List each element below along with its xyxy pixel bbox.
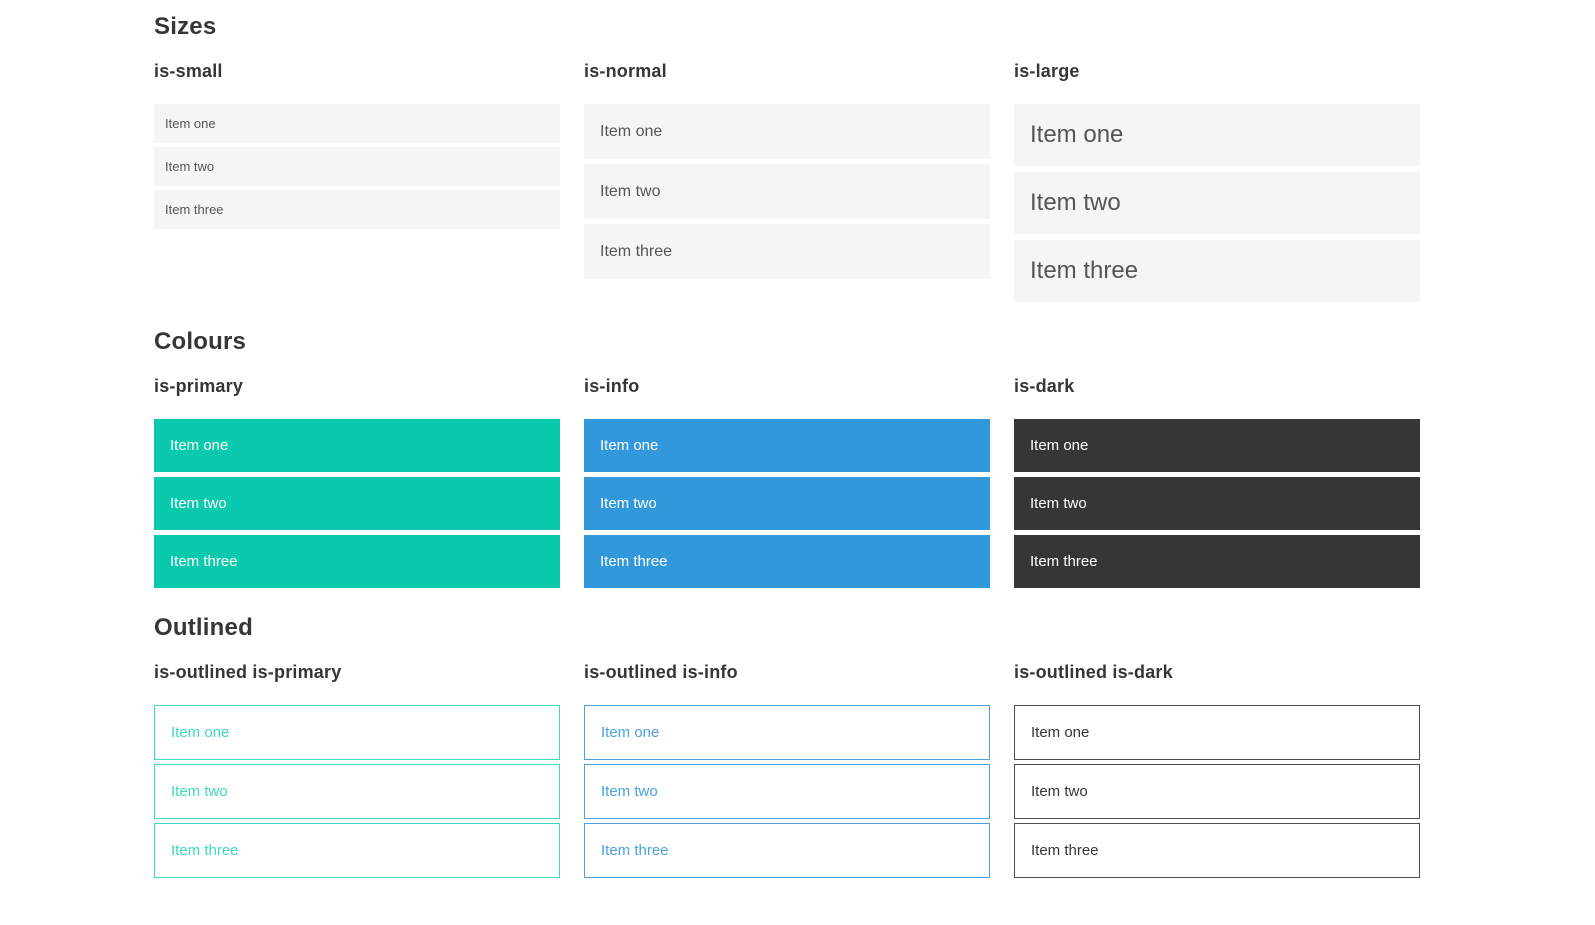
item-list-info: Item one Item two Item three [584, 419, 990, 588]
list-item-item-three[interactable]: Item three [154, 535, 560, 588]
item-list-small: Item one Item two Item three [154, 104, 560, 229]
item-list-dark: Item one Item two Item three [1014, 419, 1420, 588]
list-item-item-three[interactable]: Item three [1014, 823, 1420, 878]
group-label-outlined-primary: is-outlined is-primary [154, 662, 342, 682]
list-item-item-one[interactable]: Item one [154, 104, 560, 143]
group-label-info: is-info [584, 376, 640, 396]
list-item-item-one[interactable]: Item one [1014, 705, 1420, 760]
group-label-primary: is-primary [154, 376, 244, 396]
list-item-item-two[interactable]: Item two [584, 477, 990, 530]
column-primary: is-primary Item one Item two Item three [154, 375, 560, 588]
item-list-outlined-info: Item one Item two Item three [584, 705, 990, 878]
column-normal: is-normal Item one Item two Item three [584, 60, 990, 279]
column-outlined-info: is-outlined is-info Item one Item two Item … [584, 661, 990, 878]
item-list-primary: Item one Item two Item three [154, 419, 560, 588]
list-item-item-one[interactable]: Item one [584, 705, 990, 760]
group-label-small: is-small [154, 61, 223, 81]
section-title-sizes: Sizes [154, 13, 217, 40]
list-item-item-two[interactable]: Item two [584, 164, 990, 219]
list-item-item-one[interactable]: Item one [1014, 104, 1420, 166]
section-colours: Colours is-primary Item one Item two Item th… [154, 329, 1420, 588]
item-list-large: Item one Item two Item three [1014, 104, 1420, 302]
columns-row: is-small Item one Item two Item three is-nor… [154, 60, 1420, 302]
list-item-item-one[interactable]: Item one [154, 419, 560, 472]
item-list-normal: Item one Item two Item three [584, 104, 990, 279]
list-item-item-one[interactable]: Item one [1014, 419, 1420, 472]
list-item-item-one[interactable]: Item one [154, 705, 560, 760]
list-item-item-three[interactable]: Item three [154, 190, 560, 229]
list-item-item-two[interactable]: Item two [154, 764, 560, 819]
group-label-normal: is-normal [584, 61, 667, 81]
list-item-item-two[interactable]: Item two [584, 764, 990, 819]
list-item-item-two[interactable]: Item two [1014, 172, 1420, 234]
list-item-item-three[interactable]: Item three [154, 823, 560, 878]
column-outlined-dark: is-outlined is-dark Item one Item two Item … [1014, 661, 1420, 878]
list-item-item-three[interactable]: Item three [1014, 240, 1420, 302]
column-info: is-info Item one Item two Item three [584, 375, 990, 588]
section-sizes: Sizes is-small Item one Item two Item three i… [154, 14, 1420, 302]
column-outlined-primary: is-outlined is-primary Item one Item two It… [154, 661, 560, 878]
column-small: is-small Item one Item two Item three [154, 60, 560, 229]
section-title-outlined: Outlined [154, 614, 253, 641]
item-list-outlined-primary: Item one Item two Item three [154, 705, 560, 878]
column-large: is-large Item one Item two Item three [1014, 60, 1420, 302]
group-label-dark: is-dark [1014, 376, 1075, 396]
columns-row: is-outlined is-primary Item one Item two It… [154, 661, 1420, 878]
list-item-item-one[interactable]: Item one [584, 104, 990, 159]
list-item-item-three[interactable]: Item three [584, 535, 990, 588]
list-item-item-two[interactable]: Item two [1014, 477, 1420, 530]
item-list-outlined-dark: Item one Item two Item three [1014, 705, 1420, 878]
group-label-outlined-dark: is-outlined is-dark [1014, 662, 1173, 682]
column-dark: is-dark Item one Item two Item three [1014, 375, 1420, 588]
list-item-item-three[interactable]: Item three [1014, 535, 1420, 588]
section-outlined: Outlined is-outlined is-primary Item one It… [154, 615, 1420, 878]
list-item-item-two[interactable]: Item two [154, 147, 560, 186]
group-label-large: is-large [1014, 61, 1080, 81]
group-label-outlined-info: is-outlined is-info [584, 662, 738, 682]
list-item-item-two[interactable]: Item two [154, 477, 560, 530]
list-item-item-one[interactable]: Item one [584, 419, 990, 472]
list-item-item-three[interactable]: Item three [584, 823, 990, 878]
section-title-colours: Colours [154, 328, 247, 355]
columns-row: is-primary Item one Item two Item three is-i… [154, 375, 1420, 588]
list-item-item-three[interactable]: Item three [584, 224, 990, 279]
list-item-item-two[interactable]: Item two [1014, 764, 1420, 819]
